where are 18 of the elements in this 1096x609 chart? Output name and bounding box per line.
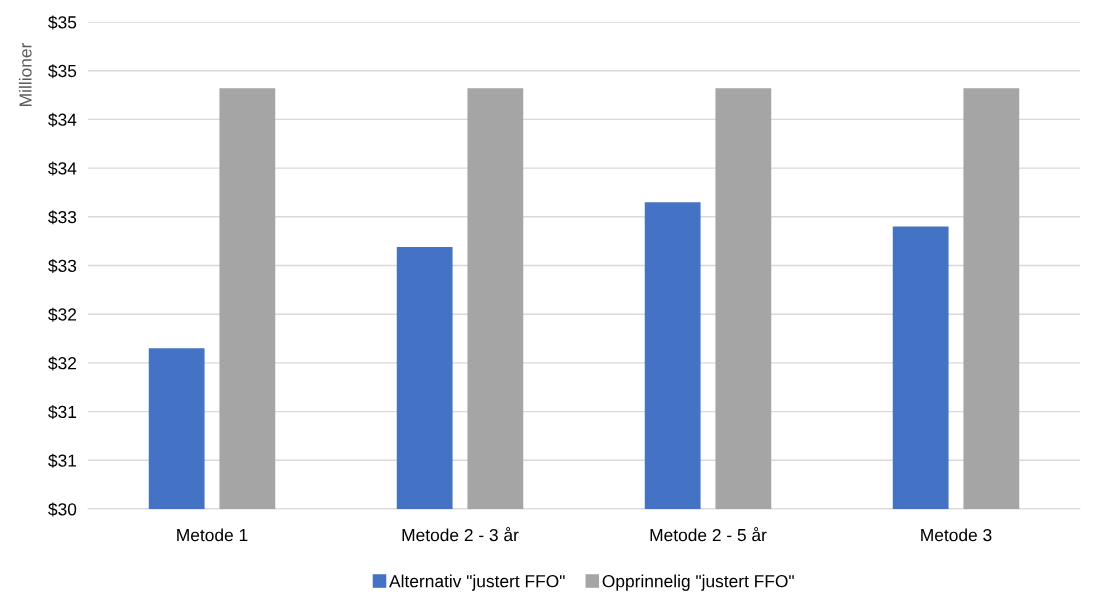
x-tick-label: Metode 1 [177, 528, 248, 542]
y-tick-label: $30 [48, 502, 77, 517]
y-tick-label: $32 [48, 356, 77, 371]
y-tick-label: $31 [48, 405, 77, 420]
x-tick-label: Metode 2 - 3 år [402, 527, 519, 542]
y-axis-title: Millioner [18, 42, 32, 106]
legend-label: Alternativ "justert FFO" [389, 574, 565, 591]
y-tick-label: $34 [48, 112, 77, 127]
legend-label: Opprinnelig "justert FFO" [602, 574, 794, 591]
y-tick-label: $34 [48, 161, 77, 176]
x-tick-label: Metode 2 - 5 år [650, 527, 767, 542]
y-tick-label: $35 [48, 15, 77, 30]
y-tick-label: $33 [48, 258, 77, 273]
y-tick-label: $33 [48, 210, 77, 225]
x-tick-label: Metode 3 [921, 528, 992, 542]
y-tick-label: $35 [48, 64, 77, 79]
y-tick-label: $32 [48, 307, 77, 322]
y-tick-label: $31 [48, 453, 77, 468]
